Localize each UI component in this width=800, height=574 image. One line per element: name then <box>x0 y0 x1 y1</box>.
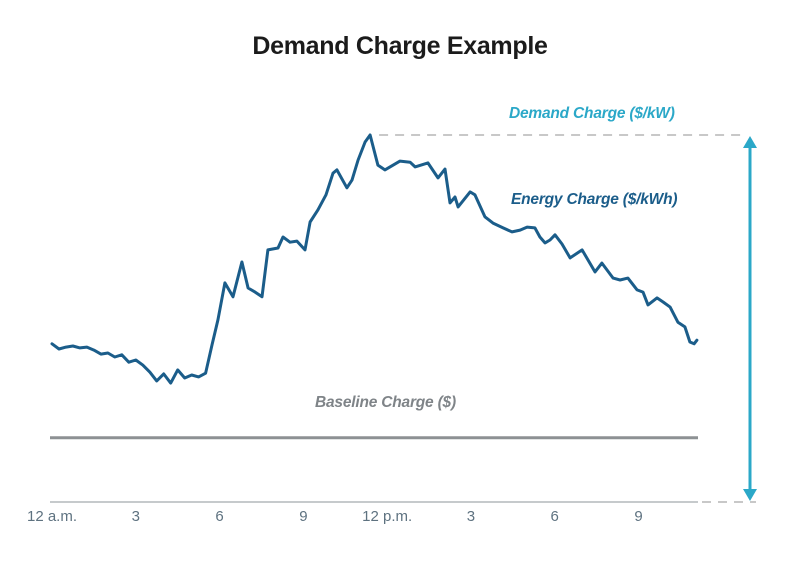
x-tick-label: 12 p.m. <box>362 508 413 525</box>
x-tick-label: 9 <box>299 508 308 525</box>
x-tick-label: 3 <box>131 508 140 525</box>
x-tick-label: 9 <box>634 508 643 525</box>
x-tick-label: 3 <box>466 508 476 525</box>
demand-charge-arrow <box>743 136 757 501</box>
x-tick-label: 6 <box>215 508 224 525</box>
energy-charge-label: Energy Charge ($/kWh) <box>511 191 678 208</box>
arrow-head-down-icon <box>743 489 757 501</box>
x-tick-label: 12 a.m. <box>26 508 78 525</box>
chart-title: Demand Charge Example <box>252 32 548 60</box>
arrow-head-up-icon <box>743 136 757 148</box>
demand-charge-label: Demand Charge ($/kW) <box>509 105 675 122</box>
baseline-charge-label: Baseline Charge ($) <box>315 394 456 411</box>
load-profile-line <box>50 133 699 385</box>
x-tick-label: 6 <box>550 508 559 525</box>
